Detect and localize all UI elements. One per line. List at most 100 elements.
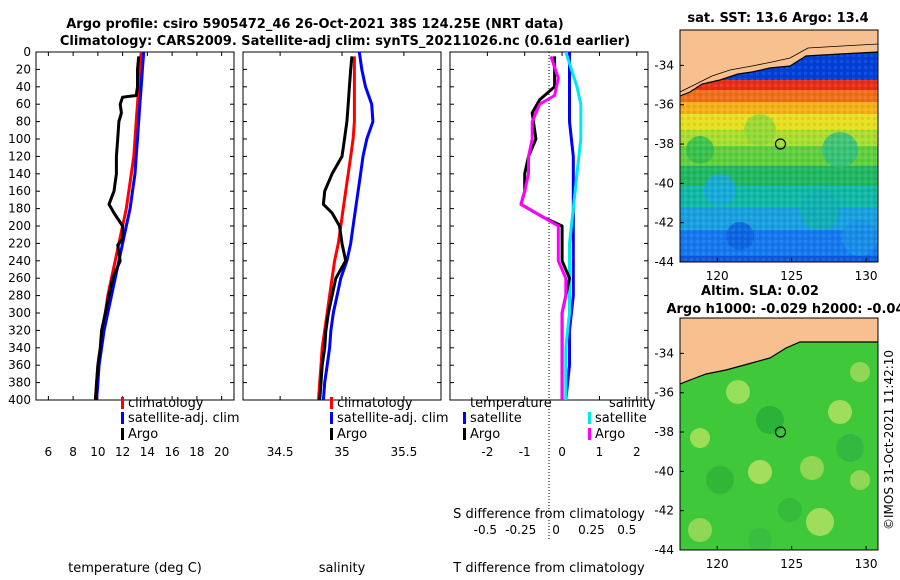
y-tick-label: 340 [8, 341, 31, 355]
legend-title-salinity: salinity [609, 396, 656, 411]
difference-legend: temperature salinity satellite Argo sate… [463, 396, 656, 442]
series-line-satellite-adj-clim [321, 52, 375, 400]
x-tick-label: 6 [45, 445, 53, 459]
map-x-tick-label: 130 [855, 557, 878, 571]
sla-patch [850, 362, 870, 382]
x-tick-label: 35.5 [391, 445, 418, 459]
s-tick-label: 0.25 [578, 523, 605, 537]
legend-label-argo: Argo [337, 427, 367, 442]
sst-shelf-contour [680, 43, 878, 93]
legend-swatch-argo [330, 428, 333, 440]
sla-patch [688, 518, 712, 542]
map-x-tick-label: 120 [706, 269, 729, 283]
y-tick-label: 20 [16, 62, 31, 76]
copyright-label: ©IMOS 31-Oct-2021 11:42:10 [882, 350, 896, 530]
series-line-argo [318, 56, 354, 400]
legend-swatch-climatology [330, 397, 333, 409]
s-difference-label: S difference from climatology [453, 507, 645, 522]
y-tick-label: 280 [8, 289, 31, 303]
temperature-legend: climatology satellite-adj. clim Argo [121, 396, 240, 442]
map-y-tick-label: -40 [654, 176, 674, 190]
sst-map-title: sat. SST: 13.6 Argo: 13.4 [687, 11, 868, 26]
y-tick-label: 200 [8, 219, 31, 233]
series-line-s-satellite [564, 52, 583, 400]
y-tick-label: 300 [8, 306, 31, 320]
sla-patch [756, 406, 784, 434]
y-tick-label: 100 [8, 132, 31, 146]
map-y-tick-label: -36 [654, 386, 674, 400]
sla-patch [836, 434, 864, 462]
figure-title-line1: Argo profile: csiro 5905472_46 26-Oct-20… [66, 17, 563, 32]
t-difference-xlabel: T difference from climatology [452, 561, 645, 576]
series-line-satellite-adj-clim [95, 52, 146, 400]
x-tick-label: -2 [481, 445, 493, 459]
y-tick-label: 220 [8, 236, 31, 250]
series-line-climatology [317, 56, 356, 400]
sla-patch [800, 456, 824, 480]
map-y-tick-label: -34 [654, 346, 674, 360]
legend-label-s-satellite: satellite [595, 411, 647, 426]
x-tick-label: 16 [164, 445, 179, 459]
x-tick-label: -1 [519, 445, 531, 459]
sla-map-title-line2: Argo h1000: -0.029 h2000: -0.044 [666, 302, 900, 317]
x-tick-label: 1 [596, 445, 604, 459]
x-tick-label: 12 [115, 445, 130, 459]
legend-swatch-t-argo [463, 428, 466, 440]
map-y-tick-label: -42 [654, 216, 674, 230]
x-tick-label: 14 [140, 445, 155, 459]
s-tick-label: 0 [552, 523, 560, 537]
difference-panel: -2 -1 0 1 2 S difference from climatology -0… [449, 51, 656, 576]
y-tick-label: 400 [8, 393, 31, 407]
y-tick-label: 60 [16, 97, 31, 111]
y-tick-label: 180 [8, 202, 31, 216]
map-y-tick-label: -40 [654, 464, 674, 478]
legend-swatch-satellite [330, 412, 333, 424]
sla-argo-marker [774, 426, 787, 438]
salinity-panel: 34.5 35 35.5 salinity climatology satellit… [242, 51, 449, 576]
sst-map: sat. SST: 13.6 Argo: 13.4 120 125 130 -34 -3… [654, 11, 879, 283]
sla-patch [806, 508, 834, 536]
x-tick-label: 35 [334, 445, 349, 459]
map-x-tick-label: 125 [780, 269, 803, 283]
map-y-tick-label: -36 [654, 98, 674, 112]
map-y-tick-label: -44 [654, 255, 674, 269]
x-tick-label: 2 [633, 445, 641, 459]
sla-patch [706, 466, 734, 494]
temperature-axes [35, 51, 235, 401]
sla-field [688, 362, 870, 550]
sla-patch [828, 400, 852, 424]
x-tick-label: 20 [214, 445, 229, 459]
sla-patch [726, 380, 750, 404]
legend-label-s-argo: Argo [595, 427, 625, 442]
y-tick-label: 360 [8, 358, 31, 372]
legend-label-satellite: satellite-adj. clim [337, 411, 449, 426]
figure-title-line2: Climatology: CARS2009. Satellite-adj cli… [60, 34, 630, 49]
temperature-xlabel: temperature (deg C) [68, 561, 202, 576]
legend-label-argo: Argo [128, 427, 158, 442]
sla-patch [748, 528, 772, 550]
y-tick-label: 240 [8, 254, 31, 268]
x-tick-label: 8 [69, 445, 77, 459]
series-line-t-satellite [564, 52, 575, 400]
series-line-argo [93, 56, 141, 400]
y-tick-label: 0 [23, 45, 31, 59]
legend-label-climatology: climatology [128, 396, 204, 411]
legend-label-climatology: climatology [337, 396, 413, 411]
s-tick-label: 0.5 [617, 523, 636, 537]
x-tick-label: 10 [90, 445, 105, 459]
map-y-tick-label: -42 [654, 504, 674, 518]
y-tick-label: 40 [16, 80, 31, 94]
legend-label-t-argo: Argo [470, 427, 500, 442]
y-tick-label: 320 [8, 323, 31, 337]
y-tick-label: 260 [8, 271, 31, 285]
map-y-tick-label: -38 [654, 137, 674, 151]
s-tick-label: -0.5 [474, 523, 497, 537]
s-tick-label: -0.25 [505, 523, 536, 537]
legend-swatch-satellite [121, 412, 124, 424]
map-x-tick-label: 125 [780, 557, 803, 571]
legend-swatch-s-satellite [588, 412, 591, 424]
map-y-tick-label: -38 [654, 425, 674, 439]
legend-label-t-satellite: satellite [470, 411, 522, 426]
sla-map-frame [679, 317, 879, 551]
